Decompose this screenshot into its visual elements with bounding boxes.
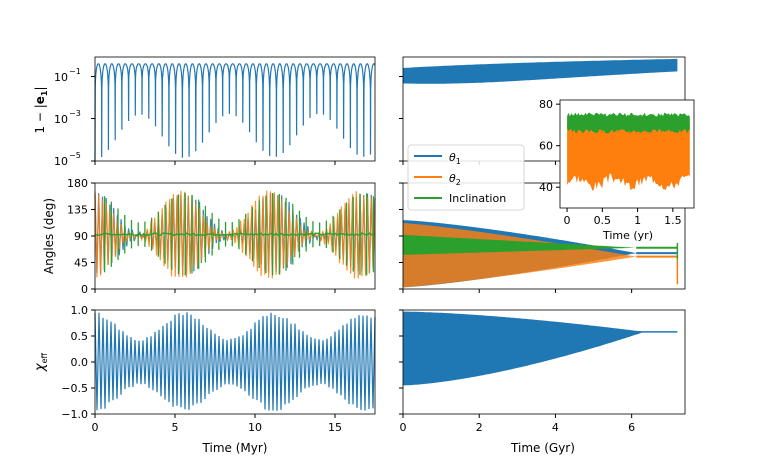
bl-ylabel: χeff: [33, 352, 49, 372]
ml-ylabel: Angles (deg): [42, 198, 56, 274]
inset-y-tick-label: 40: [539, 181, 553, 194]
inclination-envelope: [403, 234, 678, 255]
y-tick-label: 0.0: [71, 356, 89, 369]
br-xticks: 0 2 4 6: [400, 414, 635, 434]
bl-xlabel: Time (Myr): [202, 441, 268, 455]
y-tick-label: 90: [74, 230, 88, 243]
legend-box: [407, 144, 525, 211]
legend-entry-theta2: θ2: [414, 172, 461, 187]
panel-mid-left: 0 45 90 135 180 Angles (deg): [42, 177, 376, 296]
mr-yticks: [399, 182, 403, 290]
bl-plot-area: [94, 312, 376, 411]
tl-ylabel: 1 − |e1|: [33, 86, 49, 133]
tl-frame: [94, 56, 376, 162]
x-tick-label: 15: [328, 421, 342, 434]
x-tick-label: 4: [552, 421, 559, 434]
panel-bottom-right: 0 2 4 6 Time (Gyr): [399, 309, 686, 455]
inset-xlabel: Time (yr): [602, 229, 653, 242]
mr-xticks: [402, 289, 633, 293]
y-tick-label: −1.0: [61, 408, 88, 421]
x-tick-label: 0: [92, 421, 99, 434]
inset-frame: [559, 99, 695, 209]
e1-envelope-area: [403, 58, 678, 84]
br-plot-area: [403, 311, 678, 386]
ml-xticks: [94, 289, 336, 293]
legend-entry-theta1: θ1: [414, 151, 461, 166]
y-tick-label: 45: [74, 257, 88, 270]
x-tick-label: 6: [628, 421, 635, 434]
legend-label-theta1: θ1: [449, 151, 461, 166]
inset-plot-area: [567, 112, 690, 191]
inset-x-tick-label: 0: [564, 214, 571, 227]
y-tick-label: 0.5: [71, 330, 89, 343]
y-tick-label: 135: [67, 204, 88, 217]
mr-plot-area: [403, 220, 679, 288]
inset-inclination-area: [567, 112, 690, 134]
x-tick-label: 2: [476, 421, 483, 434]
inset-y-tick-label: 80: [539, 98, 553, 111]
x-tick-label: 0: [400, 421, 407, 434]
tl-ytick-label: 10: [54, 113, 68, 126]
y-tick-label: −0.5: [61, 382, 88, 395]
inset-x-tick-label: 1: [634, 214, 641, 227]
panel-top-left: 10 −1 10 −3 10 −5 1 − |e1|: [33, 56, 376, 168]
bl-xticks: 0 5 10 15: [92, 414, 342, 434]
inclination-series-line: [95, 232, 376, 237]
panel-bottom-left: 1.0 0.5 0.0 −0.5 −1.0 0 5 10 15 Time (Myr) χeff: [33, 304, 376, 455]
x-tick-label: 10: [248, 421, 262, 434]
inset-x-tick-label: 0.5: [594, 214, 612, 227]
legend-label-theta2: θ2: [449, 172, 461, 187]
legend: θ1 θ2 Inclination: [407, 144, 525, 211]
angle-series-line: [94, 190, 376, 279]
y-tick-label: 1.0: [71, 304, 89, 317]
bl-yticks: 1.0 0.5 0.0 −0.5 −1.0: [61, 304, 95, 421]
inset-theta2-area: [567, 119, 690, 191]
tr-yticks: [399, 76, 403, 162]
e1-series-line: [94, 63, 376, 162]
inset-yticks: 40 60 80: [539, 98, 560, 194]
tl-ytick-exp: −1: [69, 67, 81, 76]
inset-x-tick-label: 1.5: [664, 214, 682, 227]
inset: 40 60 80 0 0.5 1 1.5 Time (yr): [539, 98, 695, 242]
inset-xticks: 0 0.5 1 1.5: [564, 208, 682, 227]
bl-frame: [94, 309, 376, 415]
inset-y-tick-label: 60: [539, 140, 553, 153]
panel-mid-right: [399, 182, 686, 293]
tl-xticks: [94, 161, 336, 165]
tl-ytick-label: 10: [54, 155, 68, 168]
ml-plot-area: [94, 190, 376, 279]
br-xlabel: Time (Gyr): [510, 441, 575, 455]
ml-yticks: 0 45 90 135 180: [67, 177, 95, 296]
legend-entry-inclination: Inclination: [414, 192, 506, 205]
legend-label-inclination: Inclination: [449, 192, 506, 205]
tl-yticks: 10 −1 10 −3 10 −5: [54, 67, 95, 168]
tr-plot-area: [403, 58, 678, 84]
tl-ytick-exp: −5: [69, 151, 81, 160]
chi-eff-envelope: [403, 311, 678, 386]
tl-ytick-label: 10: [54, 71, 68, 84]
tl-plot-area: [94, 63, 376, 162]
chi-eff-series-line: [94, 312, 376, 411]
y-tick-label: 0: [81, 283, 88, 296]
tl-ytick-exp: −3: [69, 109, 81, 118]
y-tick-label: 180: [67, 177, 88, 190]
x-tick-label: 5: [172, 421, 179, 434]
br-yticks: [399, 309, 403, 415]
